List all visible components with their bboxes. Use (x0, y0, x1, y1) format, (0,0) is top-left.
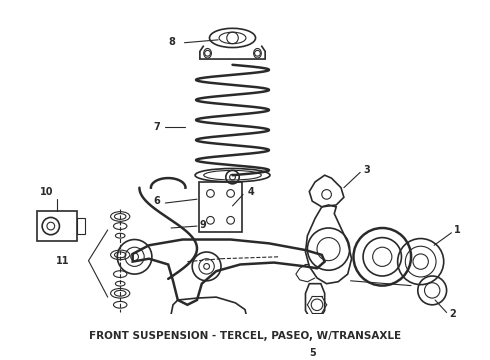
Text: FRONT SUSPENSION - TERCEL, PASEO, W/TRANSAXLE: FRONT SUSPENSION - TERCEL, PASEO, W/TRAN… (89, 330, 401, 341)
Text: 3: 3 (363, 165, 370, 175)
Text: 10: 10 (40, 188, 53, 198)
Bar (37, 211, 77, 242)
Text: 8: 8 (168, 37, 175, 47)
Text: 2: 2 (449, 309, 456, 319)
Bar (77, 219, 85, 234)
Bar (199, 182, 242, 232)
Text: 4: 4 (248, 188, 255, 198)
Text: 7: 7 (154, 122, 161, 132)
Text: 6: 6 (154, 196, 161, 206)
Text: 1: 1 (454, 225, 461, 235)
Text: 5: 5 (309, 348, 316, 358)
Text: 11: 11 (56, 256, 69, 266)
Text: 9: 9 (200, 220, 207, 230)
